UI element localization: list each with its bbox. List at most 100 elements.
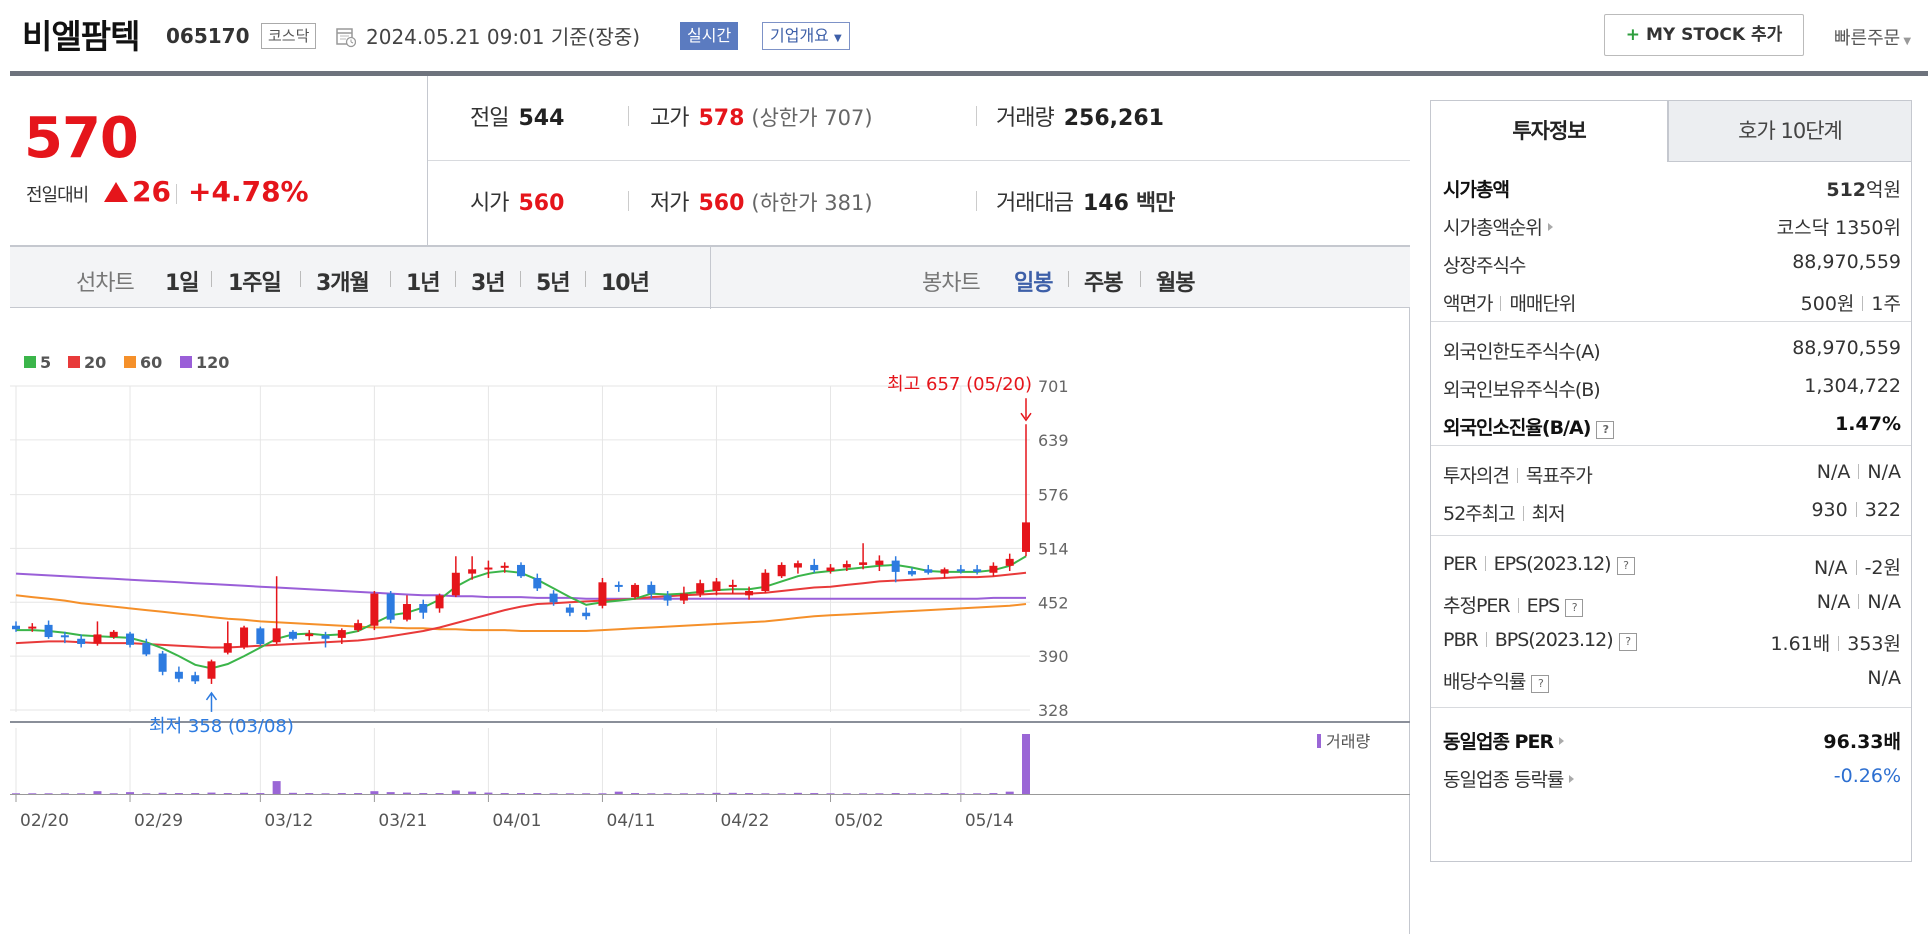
divider xyxy=(455,271,456,287)
volume-bar xyxy=(370,791,379,794)
candle-body xyxy=(777,564,786,577)
realtime-button[interactable]: 실시간 xyxy=(680,22,739,50)
volume-bar xyxy=(793,792,802,794)
volume-bar xyxy=(484,792,493,794)
info-group-market: 시가총액 512억원 시가총액순위 코스닥 1350위 상장주식수 88,970… xyxy=(1431,162,1911,322)
line-chart-label: 선차트 xyxy=(76,271,135,296)
volume-bar xyxy=(533,793,542,794)
volume-legend-label: 거래량 xyxy=(1326,732,1370,751)
candle-body xyxy=(517,564,525,577)
company-overview-dropdown[interactable]: 기업개요 ▼ xyxy=(762,22,850,50)
volume-bar xyxy=(500,793,509,794)
stock-name: 비엘팜텍 xyxy=(22,17,140,56)
candle-body xyxy=(256,628,265,644)
volume-bar xyxy=(598,793,607,794)
divider xyxy=(1068,271,1069,287)
legend-swatch xyxy=(68,356,80,368)
candle-body xyxy=(451,572,460,596)
max-arrow-head xyxy=(1020,412,1032,422)
candle-body xyxy=(940,569,949,574)
price-change: 26 xyxy=(132,175,171,208)
volume-bar xyxy=(158,792,167,794)
candle-body xyxy=(12,625,20,630)
candle-body xyxy=(549,593,558,603)
quick-order-button[interactable]: 빠른주문 ▼ xyxy=(1834,28,1912,49)
x-tick-label: 04/01 xyxy=(492,811,541,831)
candlestick-chart[interactable]: 701 639 576 514 452 390 328 02/20 02/29 03/12 03/2… xyxy=(10,308,1410,934)
candle-body xyxy=(712,581,721,591)
candle-body xyxy=(500,565,509,568)
candle-body xyxy=(272,628,281,643)
divider xyxy=(628,191,629,211)
info-group-opinion: 투자의견 목표주가 N/A N/A 52주최고 최저 930 322 xyxy=(1431,446,1911,536)
par-value-row: 액면가 매매단위 500원 1주 xyxy=(1443,293,1901,315)
candle-body xyxy=(158,653,167,672)
info-group-industry: 동일업종 PER 96.33배 동일업종 등락률 -0.26% xyxy=(1431,708,1911,808)
market-cap-row: 시가총액 512억원 xyxy=(1443,179,1901,201)
chevron-down-icon: ▼ xyxy=(833,33,842,44)
candle-monthly[interactable]: 월봉 xyxy=(1156,271,1195,296)
legend-label: 20 xyxy=(84,353,106,372)
volume-bar xyxy=(924,793,933,794)
period-1y[interactable]: 1년 xyxy=(406,271,441,296)
legend-label: 60 xyxy=(140,353,162,372)
volume-bar xyxy=(93,791,102,794)
industry-per-row: 동일업종 PER 96.33배 xyxy=(1443,731,1901,753)
volume-bar xyxy=(174,793,183,794)
tab-investment-info[interactable]: 투자정보 xyxy=(1430,100,1668,162)
market-badge: 코스닥 xyxy=(261,23,317,49)
investment-info-panel: 투자정보 호가 10단계 시가총액 512억원 시가총액순위 코스닥 1350위… xyxy=(1410,76,1928,934)
open-price: 시가 560 xyxy=(470,191,565,216)
volume-bar xyxy=(1022,734,1030,794)
candle-body xyxy=(614,584,623,587)
candle-body xyxy=(582,612,591,617)
period-1d[interactable]: 1일 xyxy=(165,271,200,296)
listed-shares-row: 상장주식수 88,970,559 xyxy=(1443,251,1901,277)
divider xyxy=(976,106,977,126)
candle-body xyxy=(370,593,379,626)
help-icon[interactable]: ? xyxy=(1616,557,1635,575)
current-price: 570 xyxy=(24,106,139,171)
change-label: 전일대비 xyxy=(26,185,89,206)
candle-body xyxy=(973,569,982,572)
divider xyxy=(300,271,301,287)
period-3y[interactable]: 3년 xyxy=(471,271,506,296)
candle-body xyxy=(354,623,363,631)
volume-bar xyxy=(565,793,574,794)
add-my-stock-button[interactable]: + MY STOCK 추가 xyxy=(1604,14,1804,56)
y-tick-label: 639 xyxy=(1038,431,1069,450)
candle-weekly[interactable]: 주봉 xyxy=(1084,271,1123,296)
candle-body xyxy=(761,572,770,591)
period-3m[interactable]: 3개월 xyxy=(316,271,370,296)
candle-chart-label: 봉차트 xyxy=(922,271,981,296)
period-1w[interactable]: 1주일 xyxy=(228,271,282,296)
divider xyxy=(211,271,212,287)
ma-line-60 xyxy=(15,594,1027,632)
stock-code: 065170 xyxy=(166,24,250,48)
period-bar-divider xyxy=(710,247,711,309)
period-5y[interactable]: 5년 xyxy=(536,271,571,296)
ma-line-20 xyxy=(15,571,1027,649)
help-icon[interactable]: ? xyxy=(1565,599,1584,617)
help-icon[interactable]: ? xyxy=(1531,675,1550,693)
y-tick-label: 514 xyxy=(1038,539,1069,558)
help-icon[interactable]: ? xyxy=(1596,421,1615,439)
candle-body xyxy=(728,584,737,587)
legend-swatch xyxy=(180,356,192,368)
volume-bar xyxy=(973,793,982,794)
y-tick-label: 390 xyxy=(1038,647,1069,666)
volume-bar xyxy=(337,793,346,794)
period-10y[interactable]: 10년 xyxy=(601,271,650,296)
candle-body xyxy=(240,627,249,648)
volume-bar xyxy=(745,793,754,794)
candle-body xyxy=(826,567,835,572)
x-tick-label: 02/20 xyxy=(20,811,69,831)
candle-body xyxy=(679,593,688,601)
candle-daily[interactable]: 일봉 xyxy=(1014,271,1053,296)
candle-body xyxy=(223,643,232,653)
volume-bar xyxy=(451,790,460,794)
help-icon[interactable]: ? xyxy=(1618,633,1637,651)
volume-bar xyxy=(761,793,770,794)
tab-order-book[interactable]: 호가 10단계 xyxy=(1668,100,1912,162)
volume-bar xyxy=(712,792,721,794)
